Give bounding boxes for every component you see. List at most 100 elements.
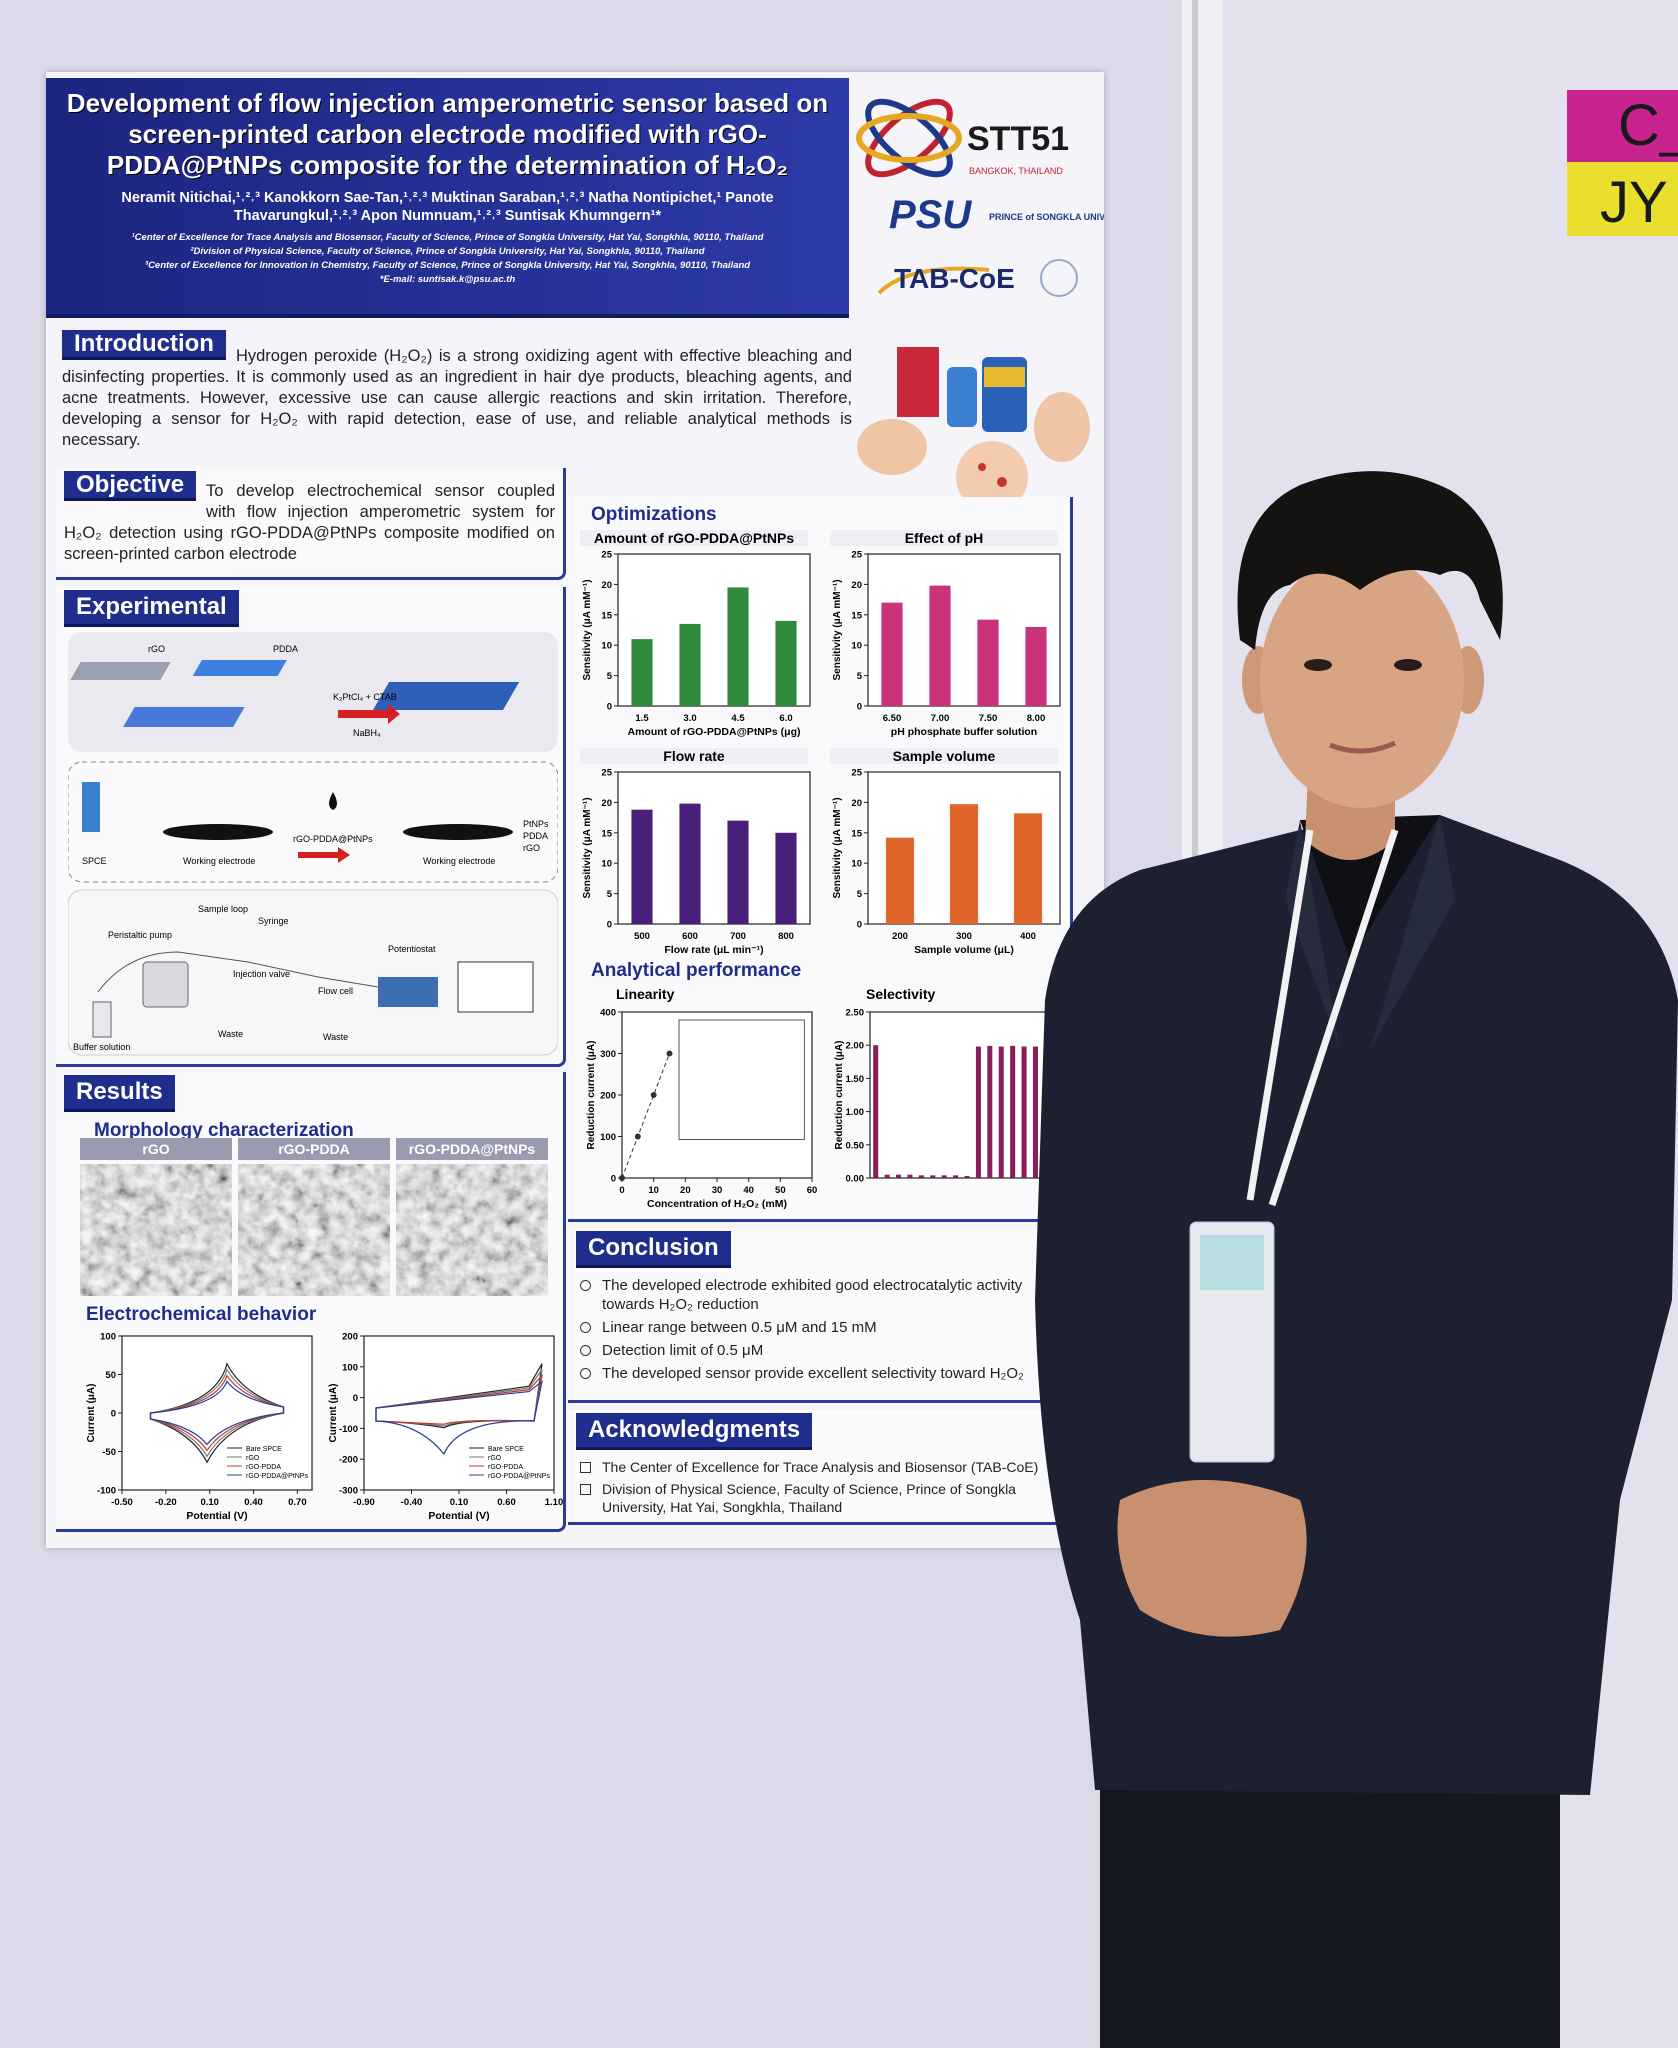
y-tick-label: 100 xyxy=(600,1132,616,1143)
bar xyxy=(1013,813,1043,924)
chart: Effect of pH 0 5 10 15 20 25 pH phosphate buffe… xyxy=(820,530,1068,747)
y-tick-label: 2.50 xyxy=(846,1008,865,1019)
bar xyxy=(896,1174,902,1178)
y-tick-label: 25 xyxy=(851,768,862,779)
legend-label: Bare SPCE xyxy=(488,1446,524,1453)
x-tick-label: 7.50 xyxy=(979,713,998,724)
y-tick-label: 20 xyxy=(851,580,862,591)
x-tick-label: 0.10 xyxy=(450,1497,469,1508)
y-tick-label: 15 xyxy=(601,828,612,839)
bar xyxy=(679,623,701,706)
y-tick-label: 0.50 xyxy=(846,1140,865,1151)
section-heading: Introduction xyxy=(62,330,226,360)
monitor xyxy=(457,961,534,1013)
x-tick-label: 40 xyxy=(743,1185,754,1196)
sem-image xyxy=(396,1164,548,1296)
illustration-spot xyxy=(978,463,986,471)
bar xyxy=(631,809,653,924)
y-tick-label: 0 xyxy=(353,1393,358,1404)
y-tick-label: 0 xyxy=(111,1409,116,1420)
acknowledgment-list: The Center of Excellence for Trace Analy… xyxy=(576,1458,1062,1516)
logo-orbit xyxy=(865,98,953,178)
chart-title: Effect of pH xyxy=(830,530,1058,546)
diagram-label: Working electrode xyxy=(423,856,495,866)
chart: Amount of rGO-PDDA@PtNPs 0 5 10 15 20 25 Amount… xyxy=(570,530,818,747)
chart-title: Sample volume xyxy=(830,748,1058,764)
diagram-label: Potentiostat xyxy=(388,944,436,954)
authors: Neramit Nitichai,¹˒²˒³ Kanokkorn Sae-Tan… xyxy=(121,190,774,224)
y-tick-label: 10 xyxy=(601,859,612,870)
x-axis-label: Potential (V) xyxy=(186,1510,247,1522)
header: Development of flow injection amperometr… xyxy=(46,78,849,318)
product xyxy=(947,367,977,427)
sign-text: C_ xyxy=(1618,93,1678,158)
x-tick-label: 60 xyxy=(807,1185,818,1196)
y-tick-label: 100 xyxy=(342,1362,358,1373)
acknowledgments: Acknowledgments The Center of Excellence… xyxy=(568,1410,1073,1525)
data-point xyxy=(619,1175,625,1181)
illustration-skin xyxy=(857,419,927,475)
booth-pole xyxy=(1182,0,1222,2048)
y-axis-label: Current (μA) xyxy=(328,1384,339,1443)
section-heading: Acknowledgments xyxy=(576,1413,813,1450)
x-axis-label: Flow rate (μL min⁻¹) xyxy=(664,944,763,956)
conclusion: Conclusion The developed electrode exhib… xyxy=(568,1228,1073,1403)
bar xyxy=(953,1175,959,1178)
x-tick-label: 10 xyxy=(648,1185,659,1196)
logo-swoosh xyxy=(877,266,990,295)
bar xyxy=(1021,1046,1027,1178)
subheading: Morphology characterization xyxy=(94,1120,354,1141)
diagram-panel xyxy=(68,889,558,1056)
bar xyxy=(1025,626,1047,706)
y-tick-label: 10 xyxy=(851,859,862,870)
conclusion-item: The developed electrode exhibited good e… xyxy=(576,1276,1062,1314)
x-tick-label: 1.10 xyxy=(545,1497,563,1508)
diagram-label: Syringe xyxy=(258,916,289,926)
x-tick-label: 6.0 xyxy=(779,713,792,724)
subheading: Optimizations xyxy=(591,504,717,525)
sheet xyxy=(372,682,520,710)
x-tick-label: 0 xyxy=(619,1185,624,1196)
bar xyxy=(949,804,979,924)
y-tick-label: 15 xyxy=(601,610,612,621)
logo-molecule xyxy=(1040,259,1078,297)
bar-chart: 0 5 10 15 20 25 pH phosphate buffer solution Se… xyxy=(832,550,1061,738)
y-tick-label: 0.00 xyxy=(846,1174,865,1185)
section-heading: Objective xyxy=(64,471,197,501)
y-tick-label: 200 xyxy=(600,1091,616,1102)
logo-text: PRINCE of SONGKLA UNIVERSITY xyxy=(989,212,1104,222)
bar xyxy=(930,1175,936,1178)
chart-title: Linearity xyxy=(616,986,675,1002)
bar xyxy=(998,1046,1004,1178)
bar xyxy=(727,820,749,924)
electrode xyxy=(82,782,100,832)
x-axis-label: Potential (V) xyxy=(428,1510,489,1522)
bar xyxy=(881,602,903,706)
data-point xyxy=(650,1092,657,1098)
affiliation: *E-mail: suntisak.k@psu.ac.th xyxy=(379,274,516,285)
subheading: Analytical performance xyxy=(591,960,802,981)
y-tick-label: 20 xyxy=(851,798,862,809)
section-text: To develop electrochemical sensor couple… xyxy=(64,482,555,563)
y-tick-label: 25 xyxy=(601,768,612,779)
y-tick-label: 0 xyxy=(607,702,612,713)
x-tick-label: -0.40 xyxy=(401,1497,423,1508)
y-tick-label: 20 xyxy=(601,798,612,809)
x-tick-label: 7.00 xyxy=(931,713,950,724)
y-tick-label: 1.00 xyxy=(846,1107,865,1118)
bar xyxy=(907,1174,913,1178)
x-tick-label: 0.10 xyxy=(200,1497,219,1508)
electrode-surface xyxy=(163,824,273,840)
bar xyxy=(775,620,797,706)
electrode-surface xyxy=(403,824,513,840)
y-tick-label: 10 xyxy=(601,641,612,652)
x-tick-label: 30 xyxy=(712,1185,723,1196)
diagram-label: rGO xyxy=(523,843,540,853)
bar xyxy=(1032,1046,1038,1178)
y-tick-label: 5 xyxy=(857,889,863,900)
bar xyxy=(987,1045,993,1178)
y-tick-label: 300 xyxy=(600,1049,616,1060)
affiliation: ²Division of Physical Science, Faculty o… xyxy=(190,246,705,257)
y-tick-label: 0 xyxy=(607,920,612,931)
legend-label: rGO-PDDA@PtNPs xyxy=(488,1473,550,1480)
